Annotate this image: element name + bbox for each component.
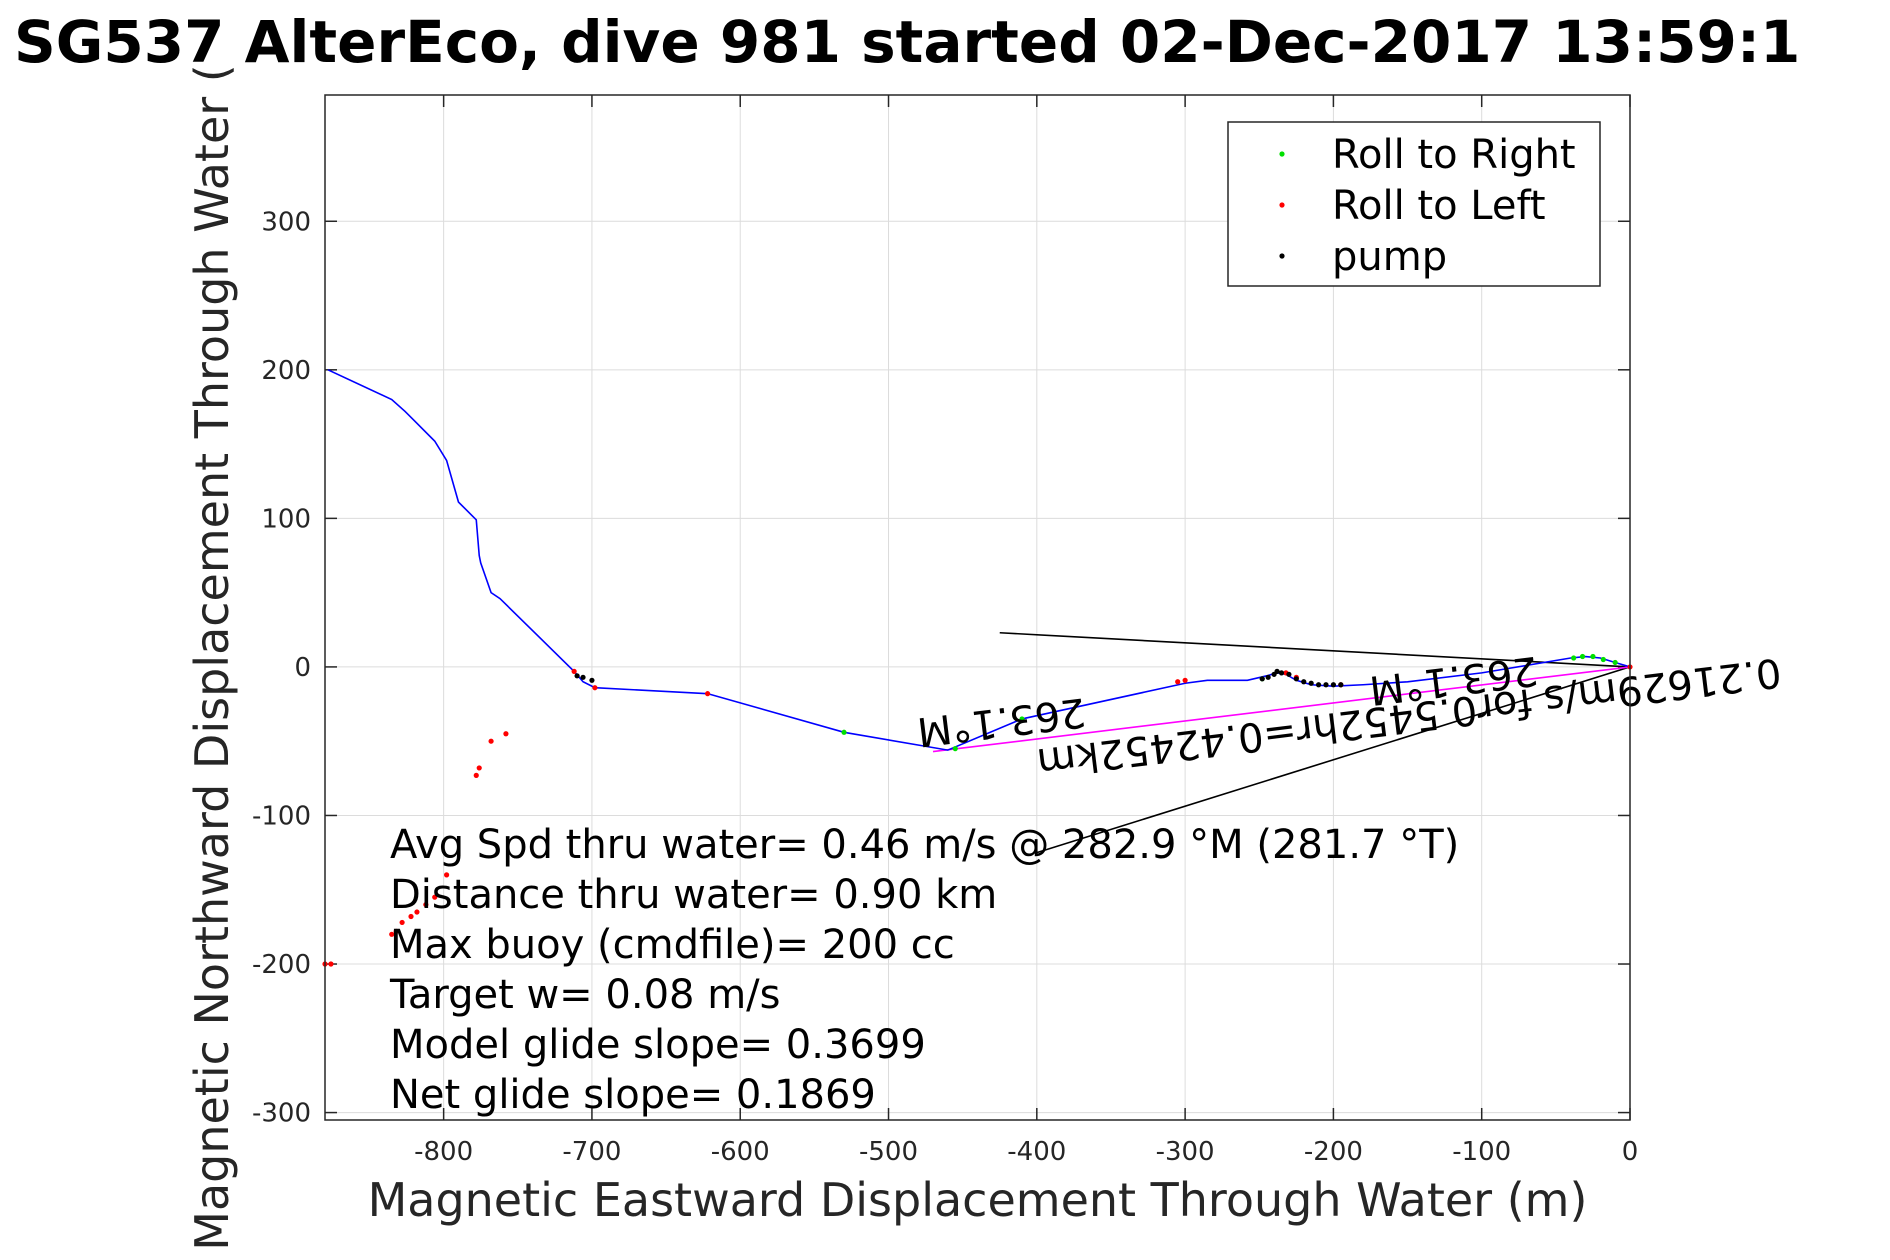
pump-point — [1330, 682, 1337, 688]
roll-to-left-point — [473, 772, 479, 778]
x-tick-label: -300 — [1156, 1137, 1215, 1167]
stat-line: Net glide slope= 0.1869 — [390, 1072, 876, 1118]
stats-block: Avg Spd thru water= 0.46 m/s @ 282.9 °M … — [389, 822, 1459, 1118]
pump-point — [1259, 676, 1265, 682]
y-tick-label: -200 — [252, 950, 311, 980]
legend-marker — [1279, 151, 1285, 157]
heading-lines — [999, 631, 1631, 854]
glider-track — [327, 369, 1631, 751]
track-line — [327, 369, 1631, 751]
legend-marker — [1279, 253, 1285, 259]
pump-point — [1323, 682, 1329, 688]
x-tick-label: -700 — [562, 1137, 621, 1167]
pump-point — [1278, 670, 1285, 676]
roll-to-left-point — [432, 894, 438, 900]
roll-to-right-point — [1612, 659, 1618, 666]
pump-point — [580, 674, 586, 680]
y-tick-label: 0 — [294, 653, 311, 683]
pump-point — [1301, 679, 1307, 685]
y-tick-label: 200 — [261, 356, 311, 386]
pump-point — [1308, 680, 1314, 686]
x-tick-label: -600 — [711, 1137, 770, 1167]
roll-to-left-point — [488, 738, 494, 744]
pump-point — [1315, 682, 1322, 688]
roll-to-left-point — [399, 919, 405, 926]
y-axis-label: Magnetic Northward Displacement Through … — [185, 64, 239, 1250]
x-tick-label: -200 — [1304, 1137, 1363, 1167]
pump-point — [1265, 674, 1271, 680]
roll-to-left-point — [476, 765, 482, 771]
roll-to-left-point — [705, 691, 711, 697]
x-axis-label: Magnetic Eastward Displacement Through W… — [368, 1173, 1588, 1227]
roll-to-left-point — [393, 928, 399, 934]
legend-box — [1227, 121, 1601, 287]
y-tick-label: 300 — [261, 207, 311, 237]
pump-point — [1271, 671, 1277, 677]
roll-to-right-point — [1019, 716, 1025, 722]
roll-to-left-point — [1182, 677, 1188, 683]
legend-label: Roll to Left — [1332, 183, 1546, 229]
stat-line: Avg Spd thru water= 0.46 m/s @ 282.9 °M … — [390, 822, 1459, 868]
legend-label: Roll to Right — [1332, 132, 1576, 178]
roll-to-right-point — [1571, 655, 1577, 661]
y-tick-label: 100 — [261, 504, 311, 534]
roll-to-left-point — [571, 668, 577, 674]
axes-frame — [324, 94, 1631, 1121]
heading-line — [1036, 666, 1631, 854]
roll-to-left-point — [444, 872, 450, 878]
heading-line — [999, 631, 1631, 668]
legend-marker — [1279, 202, 1285, 208]
y-tick-label: -100 — [252, 801, 311, 831]
net-track-line — [932, 666, 1631, 753]
pump-point — [574, 673, 580, 679]
pump-point — [1293, 676, 1299, 682]
y-tick-label: -300 — [252, 1099, 311, 1129]
pump-point — [1338, 682, 1344, 688]
roll-to-left-point — [389, 931, 395, 937]
stat-line: Model glide slope= 0.3699 — [390, 1022, 926, 1068]
roll-to-left-point — [423, 902, 429, 908]
roll-to-left-point — [503, 731, 509, 737]
roll-to-right-point — [952, 746, 958, 752]
legend: Roll to Right Roll to Left pump — [1227, 121, 1601, 287]
roll-to-right-point — [841, 729, 847, 735]
x-tick-label: -800 — [414, 1137, 473, 1167]
net-track — [932, 666, 1631, 753]
data-points — [322, 653, 1633, 967]
roll-to-right-point — [1600, 656, 1606, 663]
roll-to-left-point — [1175, 679, 1181, 685]
roll-to-left-point — [592, 685, 598, 691]
x-tick-label: -500 — [859, 1137, 918, 1167]
stat-line: Distance thru water= 0.90 km — [390, 872, 997, 918]
x-tick-label: -100 — [1452, 1137, 1511, 1167]
y-tick-labels: -300 -200 -100 0 100 200 300 — [252, 207, 311, 1128]
stat-line: Target w= 0.08 m/s — [389, 972, 780, 1018]
x-tick-labels: -800 -700 -600 -500 -400 -300 -200 -100 0 — [414, 1137, 1638, 1167]
x-tick-label: -400 — [1007, 1137, 1066, 1167]
legend-label: pump — [1332, 234, 1447, 280]
chart-title: SG537 AlterEco, dive 981 started 02-Dec-… — [14, 8, 1800, 76]
roll-to-left-point — [414, 909, 420, 915]
x-tick-label: 0 — [1622, 1137, 1639, 1167]
roll-to-right-point — [1590, 653, 1596, 660]
pump-point — [589, 677, 595, 683]
stat-line: Max buoy (cmdfile)= 200 cc — [390, 922, 955, 968]
pump-point — [1286, 671, 1292, 677]
roll-to-left-point — [408, 913, 414, 920]
roll-to-right-point — [1579, 653, 1586, 660]
roll-to-left-point — [328, 961, 334, 967]
